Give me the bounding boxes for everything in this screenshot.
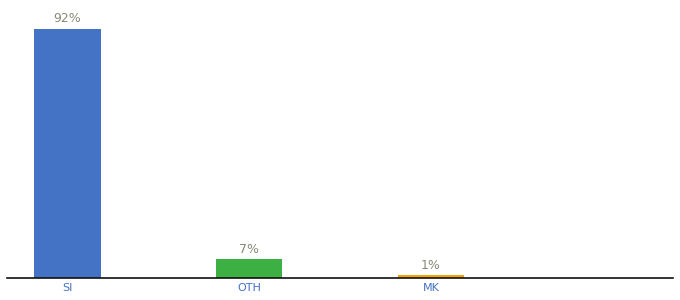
Bar <box>34 28 101 278</box>
Text: 92%: 92% <box>54 12 82 26</box>
Bar <box>398 275 464 278</box>
Text: 1%: 1% <box>421 259 441 272</box>
Bar <box>216 259 282 278</box>
Text: 7%: 7% <box>239 243 259 256</box>
